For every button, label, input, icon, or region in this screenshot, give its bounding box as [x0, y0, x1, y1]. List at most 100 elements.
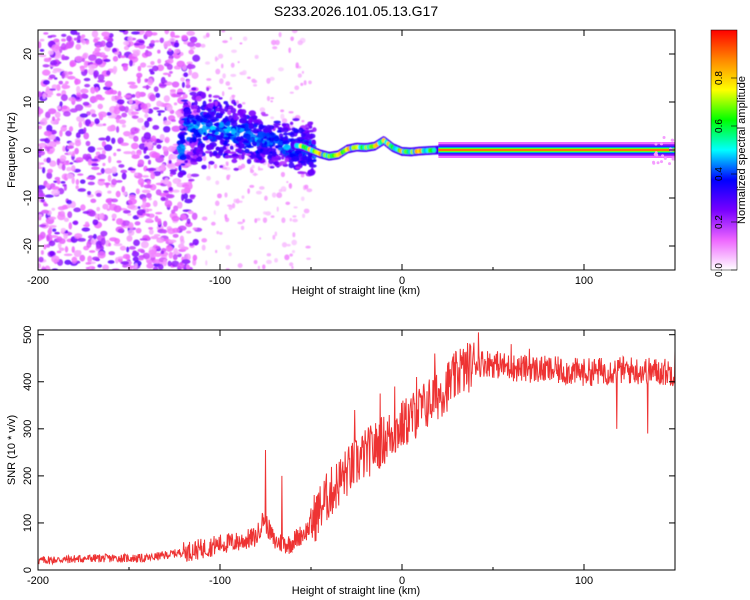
transition-blob	[251, 115, 258, 121]
transition-blob	[312, 127, 317, 132]
noise-blob	[87, 191, 92, 196]
transition-blob	[305, 127, 310, 130]
noise-blob	[181, 184, 190, 188]
transition-blob	[218, 146, 225, 153]
faint-blob	[229, 36, 232, 41]
snr-y-label: SNR (10 * v/v)	[6, 415, 18, 485]
noise-blob	[181, 259, 191, 265]
transition-blob	[251, 129, 258, 134]
noise-blob	[46, 147, 50, 152]
noise-blob	[38, 185, 46, 190]
faint-blob	[301, 119, 305, 123]
transition-blob	[201, 164, 207, 170]
noise-blob	[67, 145, 74, 149]
noise-blob	[172, 233, 179, 238]
noise-blob	[111, 95, 116, 102]
noise-blob	[169, 169, 178, 173]
faint-blob	[295, 62, 299, 69]
noise-blob	[167, 145, 176, 152]
transition-blob	[270, 148, 277, 153]
faint-blob	[271, 192, 277, 198]
noise-blob	[126, 235, 133, 242]
noise-blob	[136, 150, 142, 156]
noise-blob	[43, 203, 49, 207]
noise-blob	[130, 150, 136, 156]
noise-blob	[85, 40, 90, 45]
noise-blob	[90, 198, 97, 203]
noise-blob	[47, 108, 57, 115]
noise-blob	[144, 30, 153, 38]
faint-blob	[201, 216, 208, 221]
edge-blob	[659, 160, 663, 164]
noise-blob	[82, 101, 90, 106]
noise-blob	[133, 42, 141, 46]
noise-blob	[150, 71, 155, 75]
noise-blob	[118, 164, 125, 168]
noise-blob	[128, 194, 136, 200]
noise-blob	[59, 154, 67, 162]
noise-blob	[144, 51, 153, 57]
noise-blob	[86, 177, 93, 180]
noise-blob	[46, 157, 51, 164]
noise-blob	[69, 162, 74, 165]
noise-blob	[42, 167, 46, 174]
faint-blob	[288, 183, 293, 189]
noise-blob	[50, 60, 58, 66]
faint-blob	[301, 70, 305, 74]
transition-blob	[208, 160, 215, 165]
faint-blob	[280, 109, 285, 113]
noise-blob	[117, 137, 124, 144]
transition-blob	[206, 87, 210, 92]
noise-blob	[40, 198, 45, 203]
noise-blob	[154, 40, 160, 43]
noise-blob	[137, 117, 144, 123]
noise-blob	[75, 96, 81, 100]
transition-blob	[213, 122, 220, 127]
noise-blob	[83, 77, 91, 82]
transition-blob	[276, 129, 282, 133]
noise-blob	[61, 54, 66, 61]
noise-blob	[119, 55, 127, 59]
transition-blob	[218, 121, 224, 128]
faint-blob	[269, 76, 275, 81]
noise-blob	[169, 89, 176, 93]
noise-blob	[98, 111, 108, 118]
noise-blob	[61, 72, 65, 79]
noise-blob	[92, 233, 97, 240]
transition-blob	[192, 120, 197, 125]
noise-blob	[110, 90, 118, 95]
noise-blob	[123, 40, 130, 46]
transition-blob	[248, 110, 257, 117]
noise-blob	[79, 179, 86, 184]
noise-blob	[49, 88, 56, 91]
faint-blob	[308, 80, 312, 85]
noise-blob	[72, 221, 79, 225]
noise-blob	[163, 41, 169, 49]
faint-blob	[211, 221, 216, 226]
transition-blob	[262, 126, 270, 133]
noise-blob	[131, 154, 140, 159]
faint-blob	[270, 116, 275, 120]
noise-blob	[189, 195, 195, 200]
transition-blob	[295, 166, 301, 170]
noise-blob	[88, 64, 97, 69]
faint-blob	[259, 186, 265, 190]
noise-blob	[145, 167, 154, 172]
faint-blob	[205, 32, 210, 38]
noise-blob	[172, 177, 181, 185]
x-tick-label: 0	[399, 275, 405, 287]
y-tick-label: 20	[22, 48, 34, 60]
noise-blob	[41, 209, 50, 214]
noise-blob	[38, 142, 47, 148]
faint-blob	[288, 47, 291, 54]
y-tick-label: 100	[22, 514, 34, 532]
transition-blob	[178, 125, 184, 129]
faint-blob	[222, 73, 226, 79]
y-tick-label: 0	[22, 147, 34, 153]
noise-blob	[102, 203, 109, 210]
noise-blob	[56, 179, 61, 185]
noise-blob	[68, 222, 73, 230]
faint-blob	[278, 32, 282, 38]
faint-blob	[278, 188, 283, 193]
faint-blob	[254, 54, 259, 59]
